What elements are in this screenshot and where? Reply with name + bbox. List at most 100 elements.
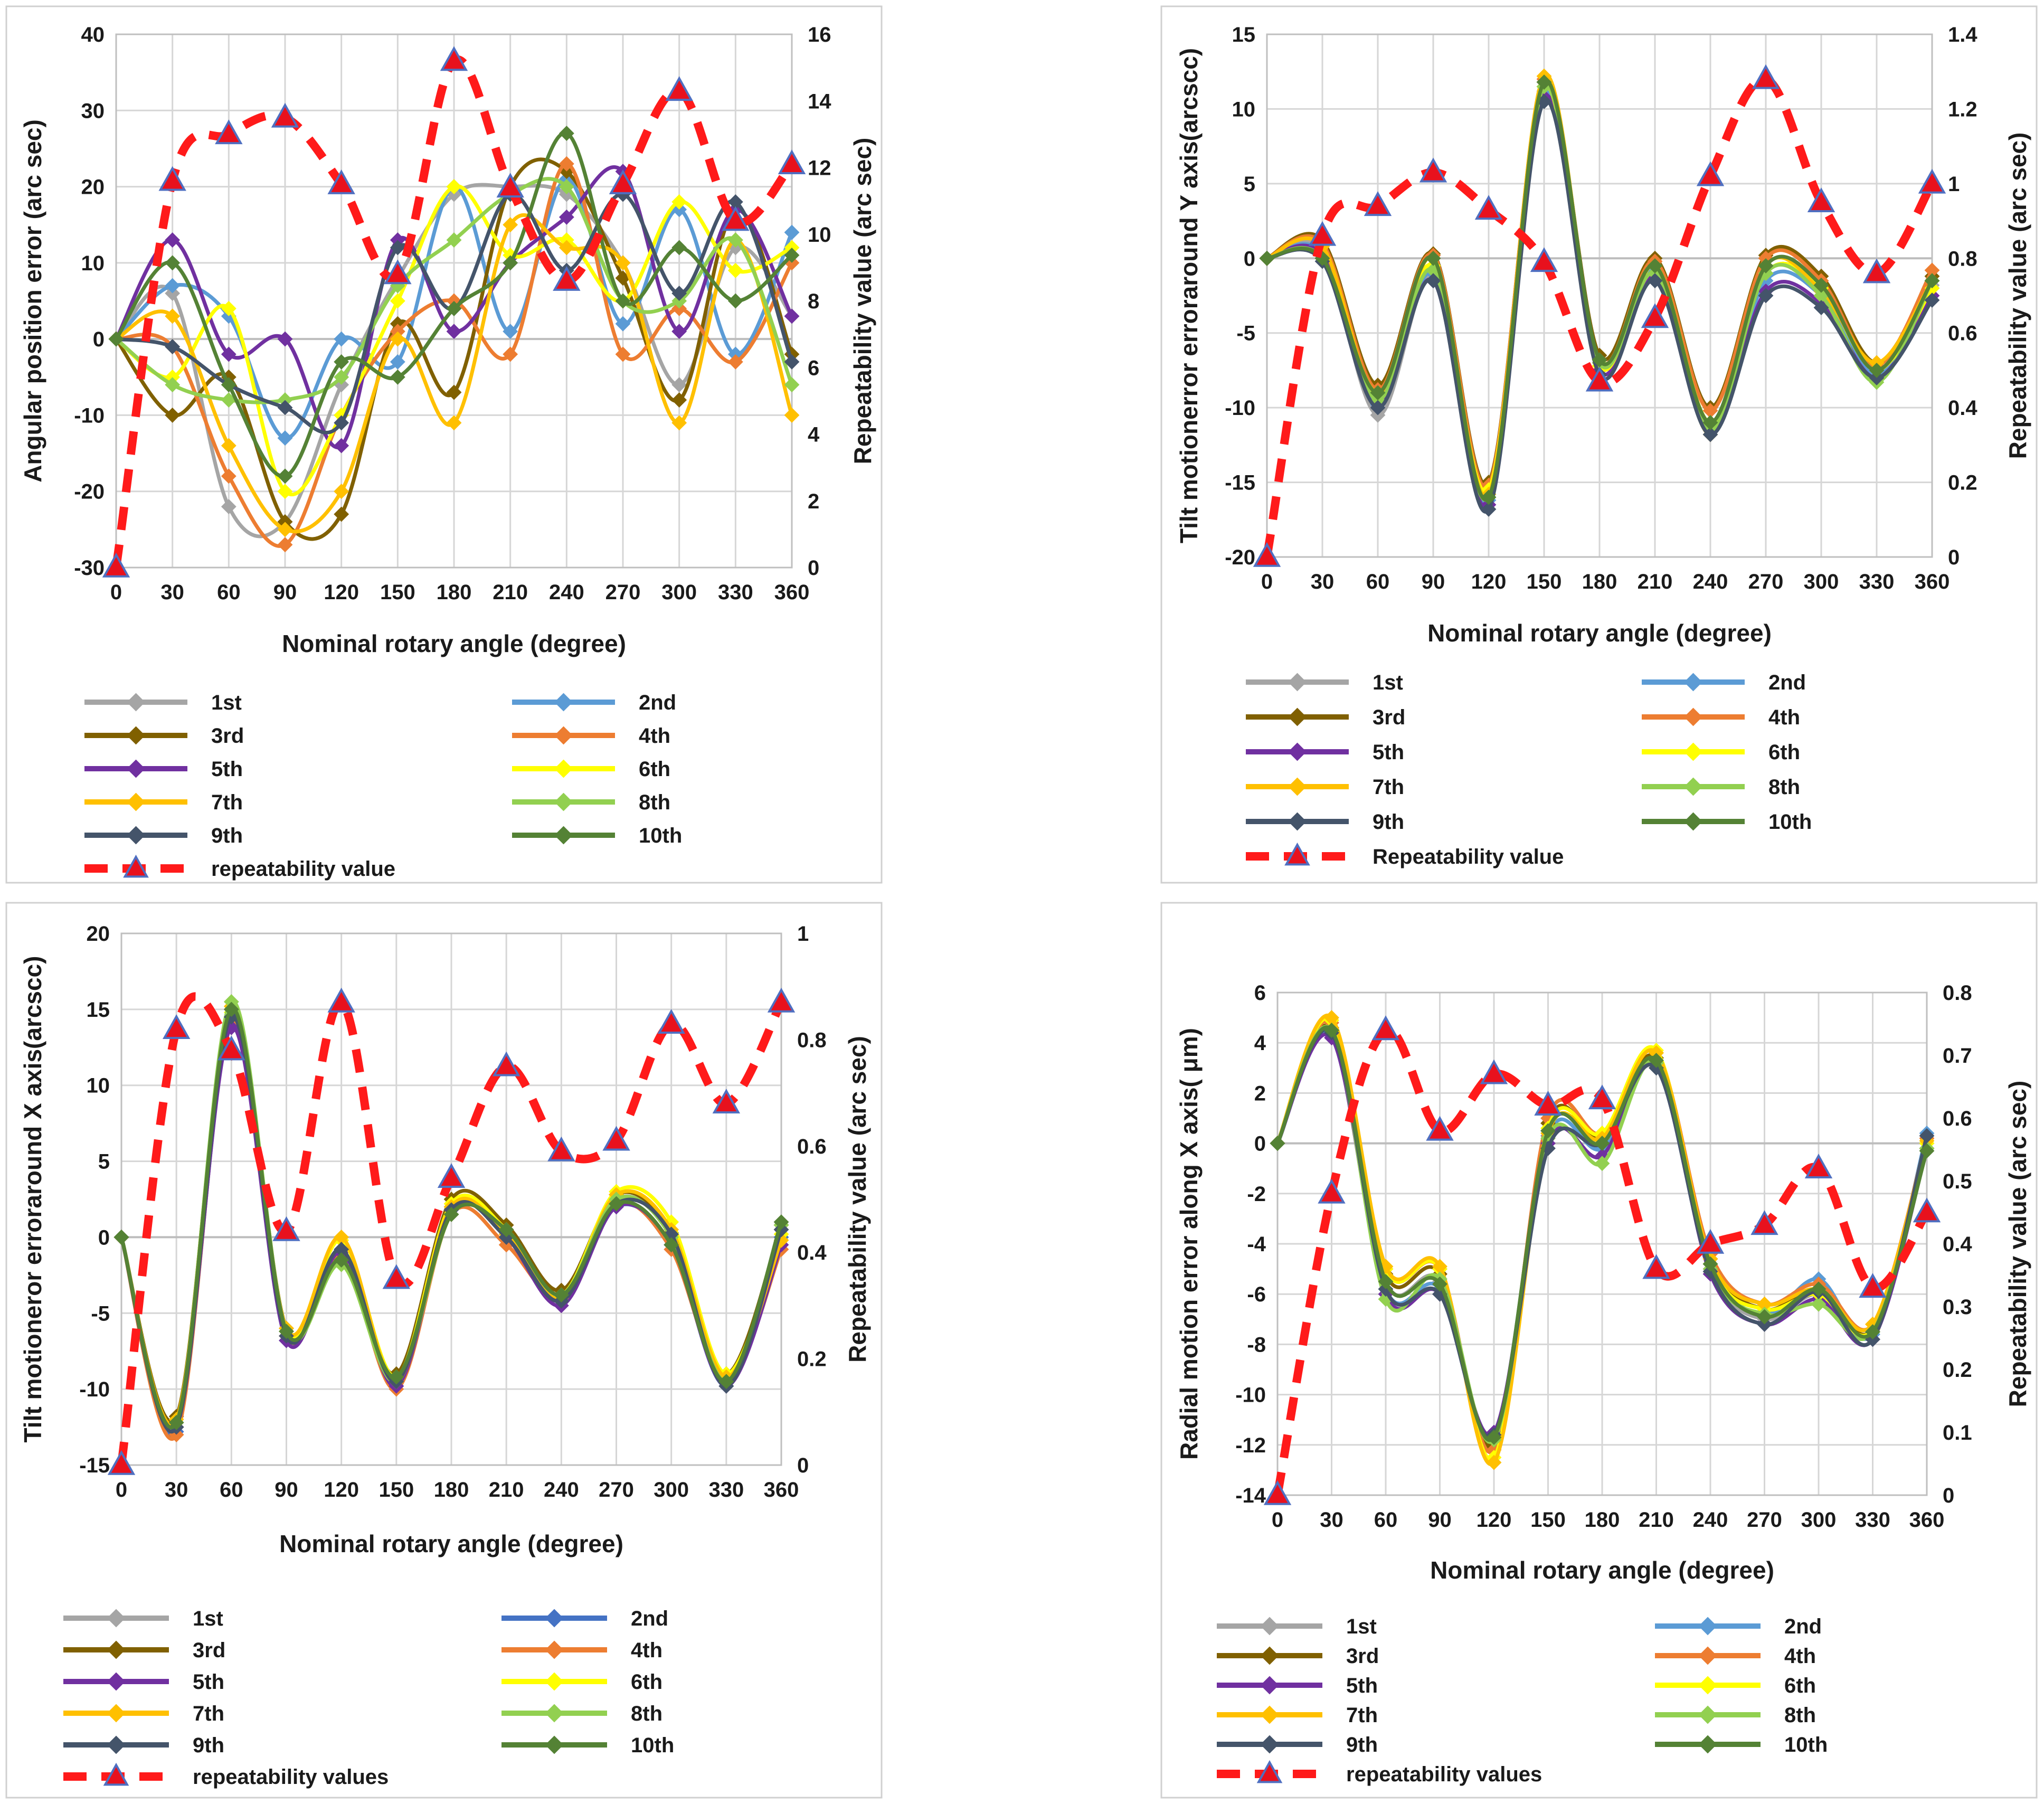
legend-marker-4th [1684, 707, 1702, 726]
y2-axis-title: Repeatability value (arc sec) [2004, 133, 2031, 459]
legend-marker-3rd [107, 1640, 126, 1659]
series-marker-7th [503, 217, 518, 233]
repeatability-marker [722, 206, 750, 231]
y2-tick-label: 8 [808, 290, 819, 313]
legend-label-6th: 6th [1768, 741, 1800, 764]
series-marker-8th [784, 377, 800, 393]
series-marker-8th [559, 179, 574, 194]
series-marker-10th [1758, 258, 1774, 273]
series-marker-10th [773, 1214, 789, 1230]
x-tick-label: 360 [774, 581, 810, 604]
series-marker-10th [279, 1324, 294, 1339]
y-tick-label: -12 [1235, 1434, 1266, 1457]
series-marker-4th [671, 301, 687, 316]
legend-marker-4th [554, 726, 573, 745]
series-marker-5th [277, 331, 293, 347]
series-marker-2nd [165, 278, 181, 294]
y2-tick-label: 12 [808, 157, 831, 180]
repeatability-marker [217, 1035, 245, 1061]
series-marker-10th [1324, 1022, 1339, 1038]
legend-marker-8th [1684, 777, 1702, 796]
y-tick-label: 2 [1254, 1082, 1266, 1105]
legend-marker-2nd [1684, 673, 1702, 692]
y-tick-label: 10 [1232, 98, 1256, 121]
x-tick-label: 180 [1582, 570, 1617, 593]
repeatability-marker [1696, 1229, 1725, 1254]
series-marker-10th [503, 255, 518, 271]
y2-tick-label: 0.8 [1943, 981, 1972, 1005]
y2-tick-label: 0.2 [1943, 1358, 1972, 1382]
y-tick-label: 0 [1254, 1132, 1266, 1156]
repeatability-marker [1308, 221, 1337, 246]
legend-marker-repeatability [1256, 1760, 1283, 1783]
y-tick-label: -6 [1247, 1283, 1266, 1306]
x-tick-label: 0 [110, 581, 122, 604]
series-marker-5th [221, 346, 236, 362]
x-tick-label: 60 [217, 581, 241, 604]
x-tick-label: 90 [275, 1478, 298, 1501]
legend-label-7th: 7th [211, 791, 243, 814]
x-tick-label: 60 [220, 1478, 243, 1501]
y2-tick-label: 0.7 [1943, 1044, 1972, 1068]
repeatability-marker [1862, 258, 1891, 284]
x-tick-label: 90 [1422, 570, 1445, 593]
series-marker-5th [165, 232, 181, 248]
series-marker-10th [1702, 1256, 1718, 1272]
legend-marker-7th [1260, 1705, 1279, 1724]
series-marker-9th [334, 415, 349, 431]
series-marker-10th [1259, 250, 1275, 266]
y2-axis-title: Repeatability value (arc sec) [2004, 1081, 2031, 1408]
legend-marker-3rd [127, 726, 145, 745]
legend-label-8th: 8th [1768, 776, 1800, 799]
series-marker-10th [498, 1222, 514, 1238]
legend-label-3rd: 3rd [1346, 1645, 1379, 1668]
chart-panel-top-left: Nominal rotary angle (degree) Angular po… [19, 23, 876, 881]
repeatability-marker [1750, 1210, 1778, 1235]
legend-marker-1st [107, 1609, 126, 1628]
repeatability-marker [1426, 1116, 1454, 1141]
legend-marker-10th [554, 826, 573, 845]
series-marker-8th [727, 232, 743, 248]
legend-marker-6th [545, 1672, 564, 1691]
series-marker-7th [1486, 1454, 1502, 1470]
series-marker-10th [1486, 1430, 1502, 1445]
y2-axis-title: Repeatability value (arc sec) [849, 138, 876, 465]
legend-marker-6th [554, 759, 573, 778]
repeatability-marker [609, 169, 637, 194]
series-marker-1st [165, 286, 181, 301]
legend-label-repeatability: repeatability value [211, 857, 395, 881]
x-tick-label: 120 [324, 581, 359, 604]
series-marker-5th [446, 324, 462, 339]
y2-tick-label: 0.8 [797, 1028, 827, 1052]
series-marker-6th [221, 301, 236, 316]
legend-label-5th: 5th [211, 758, 243, 781]
series-marker-3rd [671, 392, 687, 408]
legend-marker-repeatability [123, 854, 149, 878]
y-tick-label: 10 [87, 1074, 110, 1098]
legend-label-6th: 6th [639, 758, 670, 781]
series-marker-9th [1702, 427, 1718, 442]
legend-marker-8th [1698, 1705, 1717, 1724]
repeatability-marker [1642, 1254, 1670, 1279]
y-tick-label: -10 [79, 1378, 110, 1401]
legend-label-5th: 5th [193, 1670, 224, 1694]
series-marker-10th [1540, 1123, 1556, 1139]
y-tick-label: -14 [1235, 1484, 1266, 1507]
repeatability-marker [1807, 187, 1835, 213]
x-tick-label: 120 [324, 1478, 359, 1501]
x-tick-label: 150 [378, 1478, 414, 1501]
series-marker-9th [1425, 273, 1441, 289]
legend-label-4th: 4th [639, 724, 670, 748]
series-line-10th [1265, 79, 1934, 502]
plot-border [120, 932, 782, 1466]
x-tick-label: 330 [708, 1478, 744, 1501]
series-marker-10th [1924, 273, 1940, 289]
y-tick-label: 0 [93, 328, 105, 351]
series-marker-10th [168, 1415, 184, 1430]
legend-marker-4th [1698, 1646, 1717, 1665]
series-marker-9th [1924, 292, 1940, 308]
series-marker-10th [1536, 74, 1552, 90]
legend-label-7th: 7th [1373, 776, 1404, 799]
y2-tick-label: 0.4 [1943, 1233, 1972, 1256]
